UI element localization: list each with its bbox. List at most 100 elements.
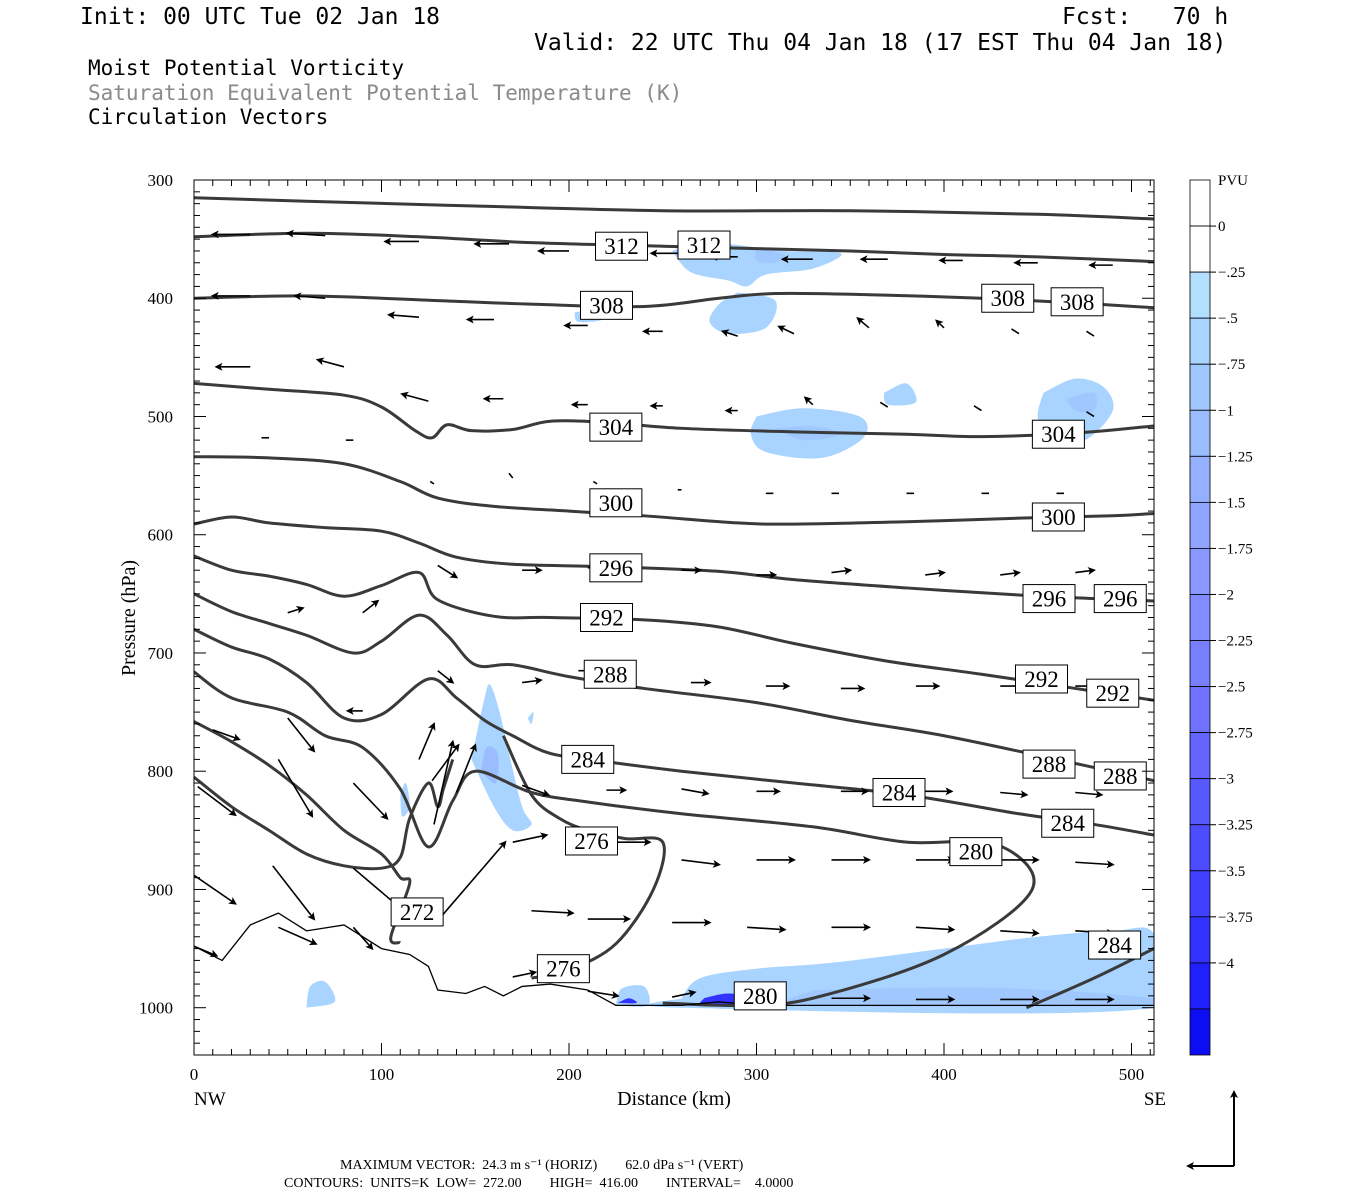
colorbar-label: −3 <box>1218 772 1234 788</box>
field3-label: Circulation Vectors <box>88 105 329 129</box>
contour-label-text: 276 <box>546 957 581 982</box>
circulation-vector <box>803 396 814 406</box>
contour-label: 308 <box>580 290 633 320</box>
circulation-vectors <box>194 229 1115 1004</box>
colorbar-label: −.75 <box>1218 357 1245 373</box>
field2-label: Saturation Equivalent Potential Temperat… <box>88 81 683 105</box>
circulation-vector <box>429 480 435 485</box>
valid-time-label: Valid: 22 UTC Thu 04 Jan 18 (17 EST Thu … <box>534 30 1227 56</box>
contour-276 <box>194 720 412 945</box>
circulation-vector <box>720 329 738 337</box>
colorbar-swatch <box>1189 594 1211 641</box>
colorbar-swatch <box>1189 225 1211 273</box>
x-axis-title: Distance (km) <box>617 1088 731 1110</box>
colorbar-swatch <box>1189 363 1211 411</box>
mpv-region <box>306 980 336 1008</box>
circulation-vector <box>437 564 459 579</box>
y-tick-label: 600 <box>148 526 174 545</box>
contour-284 <box>194 627 1154 837</box>
contour-label-text: 312 <box>687 233 722 258</box>
contour-label-text: 304 <box>599 415 634 440</box>
contour-label-text: 292 <box>1096 681 1131 706</box>
circulation-vector <box>278 926 318 946</box>
mpv-region <box>615 985 650 1007</box>
circulation-vector <box>1011 328 1020 335</box>
circulation-vector <box>856 317 870 329</box>
axis-ticks <box>193 179 1154 1056</box>
circulation-vector <box>418 722 436 760</box>
contour-labels: 312 312 308 308 308 304 304 300 300 296 296 296 292 2… <box>390 230 1147 1011</box>
contour-label-box <box>1086 678 1140 708</box>
circulation-vector <box>433 739 456 825</box>
circulation-vector <box>671 989 697 998</box>
circulation-vector <box>1000 569 1021 578</box>
y-tick-label: 300 <box>148 171 174 190</box>
contour-label-text: 288 <box>593 662 628 687</box>
colorbar-swatch <box>1189 548 1211 595</box>
circulation-vector <box>587 990 620 999</box>
x-tick-label: 200 <box>556 1065 582 1084</box>
colorbar-label: −1.75 <box>1218 541 1253 557</box>
circulation-vector <box>287 717 316 753</box>
max-vector-footer: MAXIMUM VECTOR: 24.3 m s⁻¹ (HORIZ) 62.0 … <box>340 1158 744 1173</box>
x-right-endpoint: SE <box>1144 1089 1166 1110</box>
contour-label-box <box>1022 584 1076 614</box>
contour-label-box <box>580 290 633 320</box>
contour-label-text: 308 <box>1060 290 1095 315</box>
circulation-vector <box>315 357 345 368</box>
contour-label-box <box>1093 584 1147 614</box>
colorbar-swatch <box>1189 455 1211 503</box>
circulation-vector <box>777 325 795 335</box>
contour-label-text: 288 <box>1032 752 1067 777</box>
circulation-vector <box>512 969 538 978</box>
contour-label: 308 <box>981 283 1035 313</box>
contour-label: 304 <box>589 412 643 442</box>
contour-label-text: 300 <box>599 491 634 516</box>
contour-label-box <box>589 553 643 583</box>
x-tick-label: 0 <box>190 1065 199 1084</box>
circulation-vector <box>433 840 507 926</box>
circulation-vector <box>1075 790 1104 799</box>
y-axis-title: Pressure (hPa) <box>118 560 140 676</box>
circulation-vector <box>455 743 477 793</box>
colorbar-label: −2.75 <box>1218 726 1253 742</box>
contour-label-text: 284 <box>1097 933 1132 958</box>
colorbar-swatch <box>1189 778 1211 826</box>
x-left-endpoint: NW <box>194 1089 226 1110</box>
contour-label-box <box>583 659 637 689</box>
contour-label: 284 <box>872 778 926 807</box>
circulation-vector <box>194 874 237 905</box>
contour-label: 292 <box>1015 664 1068 694</box>
colorbar-label: −2.25 <box>1218 634 1253 650</box>
mpv-region <box>471 684 532 832</box>
circulation-vector <box>512 832 549 843</box>
circulation-vector <box>508 472 514 479</box>
colorbar: 0 −.25 −.5 −.75 −1 −1.25 −1.5 −1.75 −2 −2.25 −2.5 −… <box>1189 179 1253 1056</box>
contour-292 <box>194 554 1154 702</box>
contour-label: 300 <box>1031 502 1085 532</box>
colorbar-label: −1 <box>1218 403 1234 419</box>
circulation-vector <box>400 391 429 402</box>
contour-label-text: 292 <box>1024 667 1059 692</box>
contour-label-box <box>677 230 731 260</box>
circulation-vector <box>362 599 380 614</box>
colorbar-swatch <box>1189 686 1211 734</box>
mpv-region <box>755 248 786 264</box>
colorbar-label: −1.5 <box>1218 495 1245 511</box>
contour-label-box <box>1031 419 1085 449</box>
y-tick-label: 400 <box>148 289 174 308</box>
circulation-vector <box>1086 411 1095 418</box>
contour-label: 288 <box>1022 749 1076 779</box>
contour-label: 296 <box>589 553 643 583</box>
circulation-vector <box>437 670 455 684</box>
x-tick-label: 300 <box>744 1065 770 1084</box>
contour-label-text: 280 <box>743 984 778 1009</box>
colorbar-label: 0 <box>1218 219 1226 235</box>
contour-296 <box>194 515 1154 603</box>
contour-label: 296 <box>1093 584 1147 614</box>
circulation-vector <box>1075 860 1115 869</box>
contour-label-text: 308 <box>991 286 1026 311</box>
contour-label-box <box>1088 930 1142 960</box>
y-tick-label: 800 <box>148 762 174 781</box>
contour-label: 308 <box>1050 287 1104 317</box>
